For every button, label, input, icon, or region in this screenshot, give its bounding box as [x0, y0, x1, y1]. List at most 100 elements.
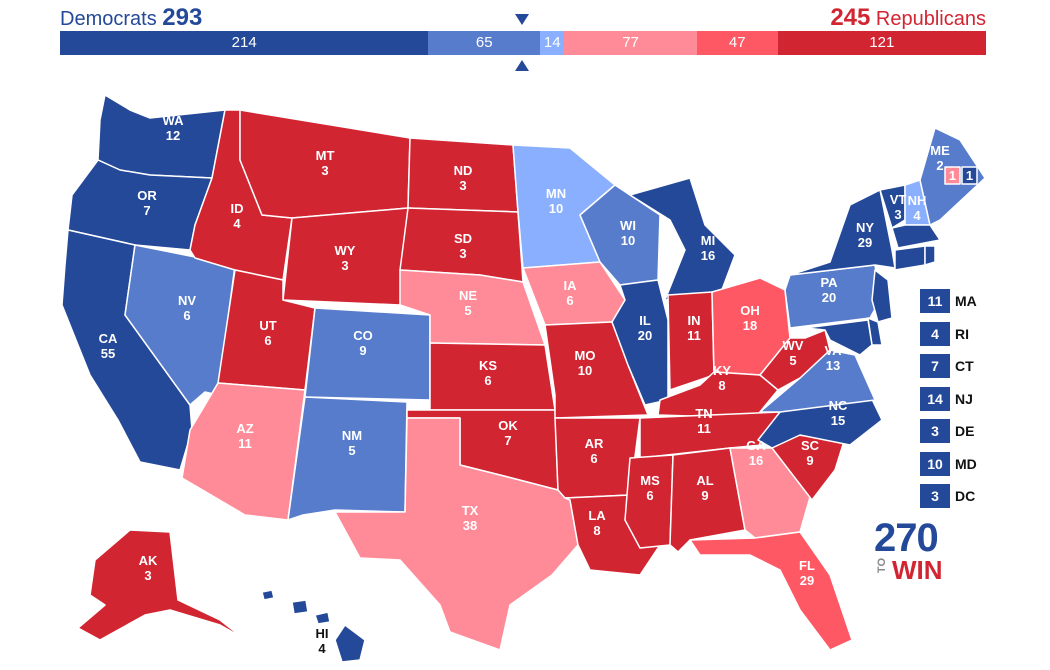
state-ev-NV: 6 — [183, 308, 190, 323]
state-label-LA: LA — [588, 508, 606, 523]
maine-district-ev-1: 1 — [949, 168, 956, 183]
state-label-ME: ME — [930, 143, 950, 158]
state-WV[interactable] — [759, 329, 831, 391]
state-NJ[interactable] — [871, 269, 893, 323]
state-label-WV: WV — [783, 338, 804, 353]
state-label-UT: UT — [259, 318, 276, 333]
state-ev-SC: 9 — [806, 453, 813, 468]
bar-segment-likely-dem[interactable]: 65 — [428, 31, 541, 55]
republicans-header: 245 Republicans — [830, 4, 986, 33]
state-ev-MT: 3 — [321, 163, 328, 178]
state-label-MI: MI — [701, 233, 715, 248]
bar-segment-safe-rep[interactable]: 121 — [777, 31, 986, 55]
state-ev-MO: 10 — [578, 363, 592, 378]
state-ev-IL: 20 — [638, 328, 652, 343]
state-ev-ME: 2 — [936, 158, 943, 173]
state-NM[interactable] — [287, 396, 408, 521]
state-label-NV: NV — [178, 293, 196, 308]
small-state-name-CT: CT — [955, 358, 974, 374]
state-ev-NM: 5 — [348, 443, 355, 458]
small-state-ev-MD[interactable]: 10 — [920, 451, 950, 476]
state-RI[interactable] — [924, 245, 936, 266]
democrats-header: Democrats 293 — [60, 4, 202, 33]
state-ev-UT: 6 — [264, 333, 271, 348]
state-label-MN: MN — [546, 186, 566, 201]
state-ev-OR: 7 — [143, 203, 150, 218]
state-label-OK: OK — [498, 418, 518, 433]
small-state-ev-DC[interactable]: 3 — [920, 484, 950, 508]
bar-segment-safe-dem[interactable]: 214 — [60, 31, 429, 55]
state-ev-MS: 6 — [646, 488, 653, 503]
state-label-NM: NM — [342, 428, 362, 443]
state-label-OR: OR — [137, 188, 157, 203]
small-state-ev-CT[interactable]: 7 — [920, 354, 950, 378]
state-label-IN: IN — [688, 313, 701, 328]
state-TX[interactable] — [334, 417, 579, 651]
state-ev-IA: 6 — [566, 293, 573, 308]
state-ev-KY: 8 — [718, 378, 725, 393]
state-IL[interactable] — [611, 279, 669, 406]
maine-district-ev-2: 1 — [966, 168, 973, 183]
state-label-WI: WI — [620, 218, 636, 233]
logo-win: WIN — [892, 555, 943, 585]
state-ev-ND: 3 — [459, 178, 466, 193]
state-label-TN: TN — [695, 406, 712, 421]
state-ev-PA: 20 — [822, 290, 836, 305]
bar-segment-lean-rep[interactable]: 77 — [564, 31, 697, 55]
bar-segment-lean-dem[interactable]: 14 — [540, 31, 565, 55]
state-label-IA: IA — [564, 278, 578, 293]
state-ev-WA: 12 — [166, 128, 180, 143]
state-AZ[interactable] — [181, 382, 306, 521]
state-label-MT: MT — [316, 148, 335, 163]
state-label-OH: OH — [740, 303, 760, 318]
state-CO[interactable] — [304, 307, 431, 401]
state-ev-FL: 29 — [800, 573, 814, 588]
state-label-MO: MO — [575, 348, 596, 363]
state-label-KS: KS — [479, 358, 497, 373]
state-HI[interactable] — [261, 589, 366, 663]
republicans-label: Republicans — [875, 8, 986, 30]
state-label-AL: AL — [696, 473, 713, 488]
state-MS[interactable] — [624, 454, 674, 549]
small-state-name-MD: MD — [955, 455, 977, 472]
state-ev-WI: 10 — [621, 233, 635, 248]
state-ev-WV: 5 — [789, 353, 796, 368]
small-state-ev-NJ[interactable]: 14 — [920, 386, 950, 411]
state-label-KY: KY — [713, 363, 731, 378]
state-label-AZ: AZ — [236, 421, 253, 436]
maine-district-1[interactable] — [944, 166, 961, 185]
electoral-vote-bar: 214 65 14 77 47 121 — [60, 31, 986, 55]
state-label-MS: MS — [640, 473, 660, 488]
logo-number: 270 — [874, 516, 939, 560]
state-label-AK: AK — [139, 553, 158, 568]
state-label-CO: CO — [353, 328, 373, 343]
state-ev-ID: 4 — [233, 216, 241, 231]
state-TN[interactable] — [639, 411, 781, 459]
state-ev-KS: 6 — [484, 373, 491, 388]
state-label-FL: FL — [799, 558, 815, 573]
state-ev-NE: 5 — [464, 303, 471, 318]
small-state-ev-RI[interactable]: 4 — [920, 321, 950, 346]
state-MD[interactable] — [804, 319, 873, 356]
state-ev-VT: 3 — [894, 207, 901, 222]
state-label-TX: TX — [462, 503, 479, 518]
bar-segment-likely-rep[interactable]: 47 — [696, 31, 778, 55]
state-MA[interactable] — [891, 224, 941, 249]
small-state-ev-MA[interactable]: 11 — [920, 289, 950, 313]
state-FL[interactable] — [689, 531, 853, 651]
state-ev-OK: 7 — [504, 433, 511, 448]
state-label-VA: VA — [824, 343, 842, 358]
state-ev-AL: 9 — [701, 488, 708, 503]
state-AK[interactable] — [77, 529, 244, 641]
state-CT[interactable] — [894, 245, 926, 271]
small-state-ev-DE[interactable]: 3 — [920, 419, 950, 443]
state-WA[interactable] — [97, 94, 226, 179]
state-ev-TN: 11 — [697, 421, 711, 436]
state-ev-CA: 55 — [101, 346, 115, 361]
state-label-NC: NC — [829, 398, 848, 413]
state-ev-MI: 16 — [701, 248, 715, 263]
maine-district-2[interactable] — [961, 166, 978, 185]
state-KS[interactable] — [429, 342, 556, 411]
state-label-HI: HI — [316, 626, 329, 641]
state-NY[interactable] — [789, 189, 896, 276]
